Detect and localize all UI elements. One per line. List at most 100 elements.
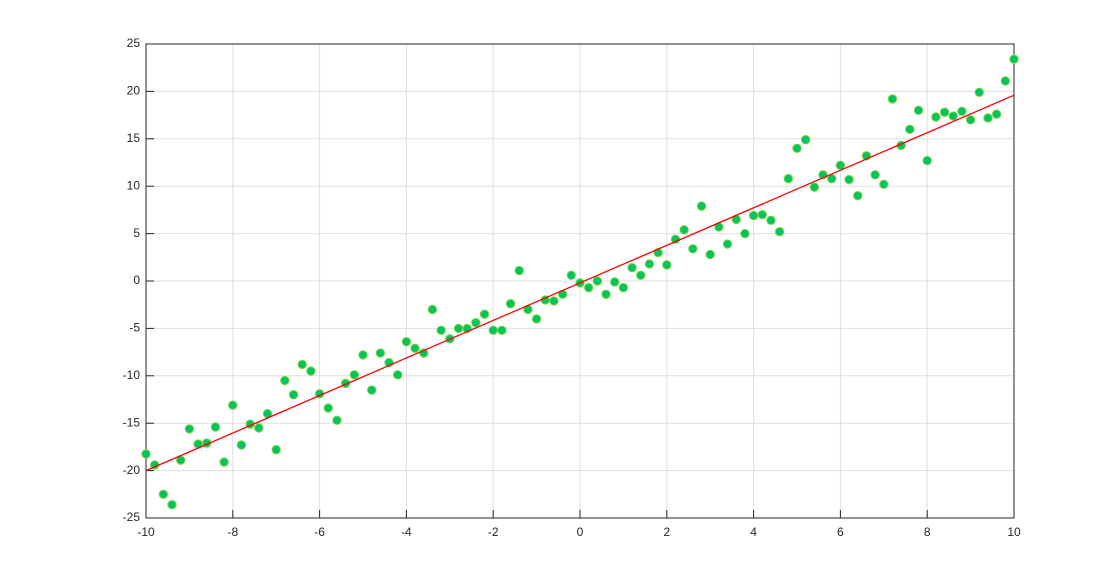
y-tick-label: 5 bbox=[133, 226, 140, 240]
point bbox=[688, 244, 698, 254]
point bbox=[618, 282, 629, 293]
x-tick-label: -6 bbox=[314, 525, 325, 539]
y-tick-label: -10 bbox=[123, 368, 141, 382]
point bbox=[809, 182, 820, 192]
x-tick-label: 0 bbox=[577, 525, 584, 539]
x-tick-label: 10 bbox=[1007, 525, 1021, 539]
fit-line bbox=[145, 94, 1015, 472]
point bbox=[983, 113, 993, 123]
point bbox=[610, 277, 620, 287]
point bbox=[184, 424, 195, 434]
y-tick-label: 10 bbox=[127, 178, 141, 192]
point bbox=[627, 263, 637, 273]
point bbox=[601, 289, 611, 299]
point bbox=[219, 457, 229, 467]
point bbox=[957, 106, 967, 117]
point bbox=[401, 336, 412, 347]
point bbox=[844, 174, 854, 185]
point bbox=[141, 449, 151, 459]
point bbox=[288, 390, 299, 400]
x-tick-label: 6 bbox=[837, 525, 844, 539]
y-tick-label: 0 bbox=[133, 273, 140, 287]
point bbox=[505, 299, 516, 309]
point bbox=[757, 209, 767, 220]
point bbox=[488, 325, 498, 335]
y-tick-label: -20 bbox=[123, 463, 141, 477]
x-tick-label: 4 bbox=[750, 525, 757, 539]
point bbox=[479, 309, 490, 319]
point bbox=[870, 170, 880, 180]
point bbox=[306, 366, 316, 376]
point bbox=[167, 500, 177, 510]
point bbox=[965, 115, 976, 125]
point bbox=[740, 228, 750, 239]
point bbox=[800, 135, 811, 145]
point bbox=[514, 265, 524, 276]
point bbox=[905, 124, 915, 135]
point bbox=[453, 323, 464, 334]
point bbox=[748, 210, 759, 221]
point bbox=[583, 282, 594, 293]
point bbox=[436, 325, 446, 335]
x-tick-label: -10 bbox=[137, 525, 155, 539]
y-tick-label: 25 bbox=[127, 36, 141, 50]
point bbox=[549, 296, 559, 306]
point bbox=[323, 403, 333, 413]
point bbox=[566, 270, 577, 281]
point bbox=[271, 445, 281, 455]
point bbox=[158, 489, 169, 499]
point bbox=[774, 227, 785, 237]
point bbox=[375, 348, 386, 358]
y-tick-label: 20 bbox=[127, 84, 141, 98]
axes-box bbox=[145, 43, 1015, 519]
point bbox=[913, 105, 924, 116]
point bbox=[679, 225, 689, 235]
point bbox=[991, 109, 1002, 119]
y-tick-label: 15 bbox=[127, 131, 141, 145]
x-tick-label: 2 bbox=[663, 525, 670, 539]
point bbox=[471, 318, 481, 328]
point bbox=[766, 215, 776, 226]
point bbox=[792, 143, 802, 153]
x-tick-label: 8 bbox=[924, 525, 931, 539]
x-tick-label: -2 bbox=[488, 525, 499, 539]
point bbox=[254, 423, 264, 433]
point bbox=[939, 107, 950, 117]
point bbox=[644, 259, 655, 269]
point bbox=[879, 179, 889, 190]
point bbox=[531, 314, 542, 324]
x-tick-label: -4 bbox=[401, 525, 412, 539]
point bbox=[349, 370, 360, 380]
point bbox=[332, 415, 342, 426]
point bbox=[835, 160, 846, 171]
point bbox=[636, 270, 646, 281]
point bbox=[853, 190, 863, 201]
point bbox=[1000, 76, 1011, 86]
y-tick-label: -25 bbox=[123, 510, 141, 524]
point bbox=[497, 325, 507, 335]
point bbox=[1009, 54, 1019, 64]
point bbox=[280, 375, 290, 386]
point bbox=[696, 201, 707, 211]
point bbox=[887, 94, 898, 104]
point bbox=[948, 111, 958, 121]
point bbox=[393, 370, 403, 380]
point bbox=[922, 155, 932, 166]
point bbox=[210, 422, 221, 432]
point bbox=[410, 343, 420, 354]
point bbox=[427, 304, 438, 315]
point bbox=[228, 400, 238, 410]
x-tick-label: -8 bbox=[227, 525, 238, 539]
point bbox=[783, 173, 794, 184]
point bbox=[974, 87, 984, 98]
point bbox=[931, 112, 941, 122]
point bbox=[722, 239, 733, 249]
point bbox=[662, 260, 672, 270]
point bbox=[358, 350, 368, 360]
point bbox=[297, 359, 307, 370]
point bbox=[236, 440, 247, 450]
point bbox=[366, 385, 377, 395]
point bbox=[592, 276, 603, 286]
